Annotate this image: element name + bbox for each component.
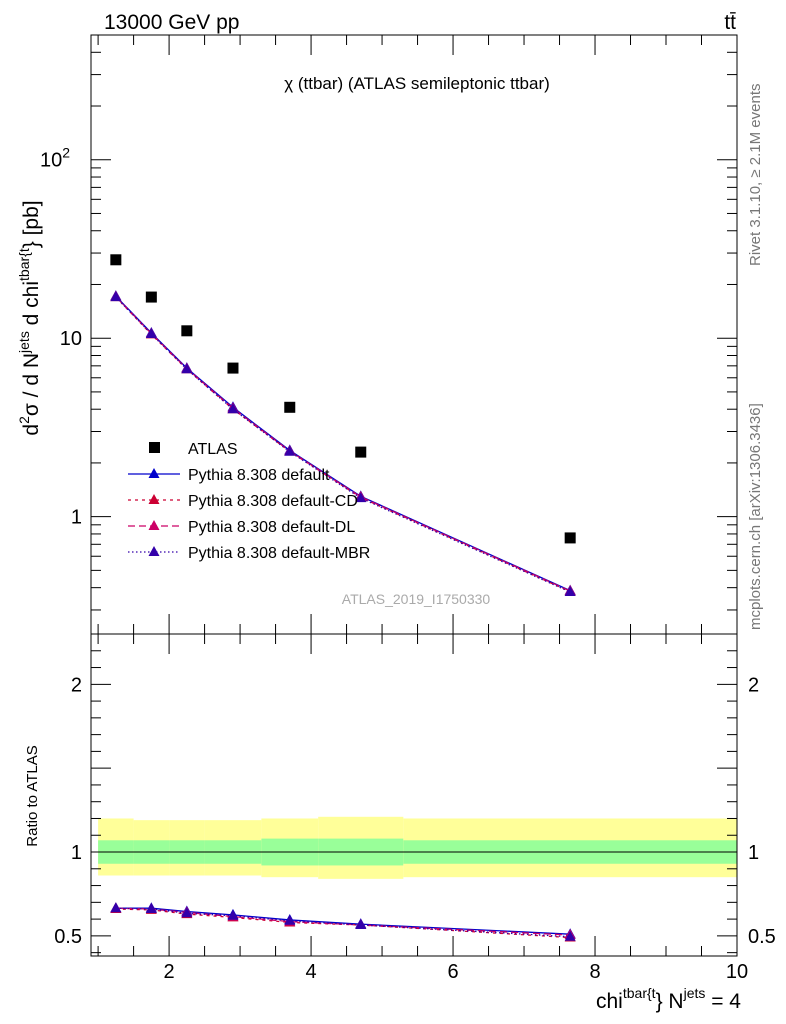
xlabel-sup-tbar: tbar{t bbox=[623, 985, 656, 1001]
main-y-tick-label: 1 bbox=[71, 507, 82, 529]
atlas-data-point bbox=[564, 532, 576, 544]
ratio-y-tick-label-right: 0.5 bbox=[748, 926, 776, 948]
pythia-8-308-default-mbr-marker bbox=[355, 492, 367, 503]
header-process-label: tt̄ bbox=[724, 11, 736, 34]
legend-label: Pythia 8.308 default bbox=[188, 467, 330, 484]
legend-entry-atlas: ATLAS bbox=[149, 441, 238, 458]
legend-label: ATLAS bbox=[188, 441, 238, 458]
ratio-tick-labels: 0.5 0.5 1 1 2 2 2 4 6 8 10 bbox=[54, 674, 776, 983]
main-x-ticks bbox=[97, 35, 738, 634]
ylabel-part-sigma: σ / d N bbox=[20, 353, 43, 416]
legend-label: Pythia 8.308 default-MBR bbox=[188, 545, 370, 562]
ratio-y-tick-label-right: 1 bbox=[748, 842, 759, 864]
ratio-series bbox=[110, 902, 576, 942]
main-y-axis-label: d2σ / d Njets d chitbar{t} [pb] bbox=[16, 200, 43, 435]
pythia-8-308-default-mbr-ratio-marker bbox=[181, 907, 193, 918]
main-panel: 1 10 102 χ (ttbar) (ATLAS semileptonic ttb… bbox=[16, 34, 738, 635]
pythia-8-308-default-mbr-ratio-marker bbox=[355, 918, 367, 929]
rivet-version-label: Rivet 3.1.10, ≥ 2.1M events bbox=[747, 84, 764, 267]
ylabel-sup-tbar: tbar{t bbox=[16, 248, 32, 281]
x-tick-label: 6 bbox=[447, 961, 458, 983]
pythia-8-308-default-mbr-marker bbox=[145, 328, 157, 339]
x-tick-label: 8 bbox=[589, 961, 600, 983]
xlabel-sup-jets: jets bbox=[683, 985, 706, 1001]
pythia-8-308-default-mbr-marker bbox=[227, 403, 239, 414]
xlabel-part-chi: chi bbox=[596, 990, 623, 1013]
pythia-8-308-default-mbr-ratio-marker bbox=[145, 903, 157, 914]
ylabel-part-unit: } [pb] bbox=[20, 200, 43, 248]
pythia-8-308-default-mbr-marker bbox=[564, 586, 576, 597]
xlabel-part-eq: = 4 bbox=[705, 990, 741, 1013]
atlas-data-point bbox=[227, 362, 239, 374]
pythia-8-308-default-mbr-ratio-marker bbox=[564, 930, 576, 941]
ratio-y-axis-label: Ratio to ATLAS bbox=[24, 745, 41, 846]
main-series bbox=[110, 254, 576, 597]
watermark-label: ATLAS_2019_I1750330 bbox=[342, 591, 491, 607]
header-energy-label: 13000 GeV pp bbox=[104, 11, 239, 34]
atlas-data-point bbox=[145, 291, 157, 303]
x-tick-label: 2 bbox=[164, 961, 175, 983]
pythia-8-308-default-mbr-marker bbox=[110, 291, 122, 302]
atlas-data-point bbox=[110, 254, 122, 266]
main-y-tick-labels: 1 10 102 bbox=[40, 145, 82, 529]
pythia-8-308-default-mbr-marker bbox=[181, 363, 193, 374]
ratio-y-tick-label-left: 0.5 bbox=[54, 926, 82, 948]
ylabel-part-d: d bbox=[20, 424, 43, 436]
ratio-y-tick-label-left: 1 bbox=[71, 842, 82, 864]
legend-entry-pythia-8-308-default-mbr: Pythia 8.308 default-MBR bbox=[128, 545, 370, 562]
legend-marker bbox=[148, 520, 160, 530]
atlas-data-point bbox=[284, 401, 296, 413]
legend-marker bbox=[148, 546, 160, 556]
main-y-ticks bbox=[91, 34, 737, 611]
atlas-data-point bbox=[181, 325, 193, 337]
pythia-8-308-default-mbr-ratio-marker bbox=[227, 909, 239, 920]
ratio-y-ticks bbox=[91, 650, 737, 954]
mcplots-label: mcplots.cern.ch [arXiv:1306.3436] bbox=[747, 403, 764, 630]
main-panel-title: χ (ttbar) (ATLAS semileptonic ttbar) bbox=[284, 74, 550, 93]
legend-label: Pythia 8.308 default-DL bbox=[188, 519, 355, 536]
ratio-panel: 0.5 0.5 1 1 2 2 2 4 6 8 10 Ratio to ATLAS chitbar{… bbox=[24, 633, 776, 1013]
legend-marker bbox=[148, 468, 160, 478]
ratio-panel-frame bbox=[90, 633, 738, 957]
x-axis-label: chitbar{t} Njets = 4 bbox=[596, 985, 741, 1013]
legend-label: Pythia 8.308 default-CD bbox=[188, 493, 358, 510]
pythia-8-308-default-mbr-ratio-marker bbox=[284, 914, 296, 925]
legend-marker bbox=[149, 442, 160, 453]
main-y-tick-label: 102 bbox=[40, 145, 70, 172]
ratio-y-tick-label-left: 2 bbox=[71, 674, 82, 696]
xlabel-part-n: } N bbox=[656, 990, 684, 1013]
pythia-8-308-default-mbr-ratio-marker bbox=[110, 902, 122, 913]
ylabel-sup-jets: jets bbox=[16, 331, 32, 354]
main-y-tick-label: 10 bbox=[60, 328, 82, 350]
legend-entry-pythia-8-308-default-cd: Pythia 8.308 default-CD bbox=[128, 493, 358, 510]
legend-entry-pythia-8-308-default: Pythia 8.308 default bbox=[128, 467, 330, 484]
legend-marker bbox=[148, 494, 160, 504]
ylabel-part-dchi: d chi bbox=[20, 281, 43, 331]
atlas-data-point bbox=[355, 446, 367, 458]
ratio-x-ticks bbox=[97, 634, 738, 956]
ratio-bands bbox=[98, 816, 737, 879]
x-tick-label: 4 bbox=[306, 961, 317, 983]
ratio-y-tick-label-right: 2 bbox=[748, 674, 759, 696]
legend-entry-pythia-8-308-default-dl: Pythia 8.308 default-DL bbox=[128, 519, 355, 536]
pythia-8-308-default-mbr-marker bbox=[284, 445, 296, 456]
ylabel-sup-2: 2 bbox=[16, 416, 32, 424]
legend: ATLAS Pythia 8.308 default Pythia 8.308 de… bbox=[128, 441, 370, 562]
x-tick-label: 10 bbox=[726, 961, 748, 983]
